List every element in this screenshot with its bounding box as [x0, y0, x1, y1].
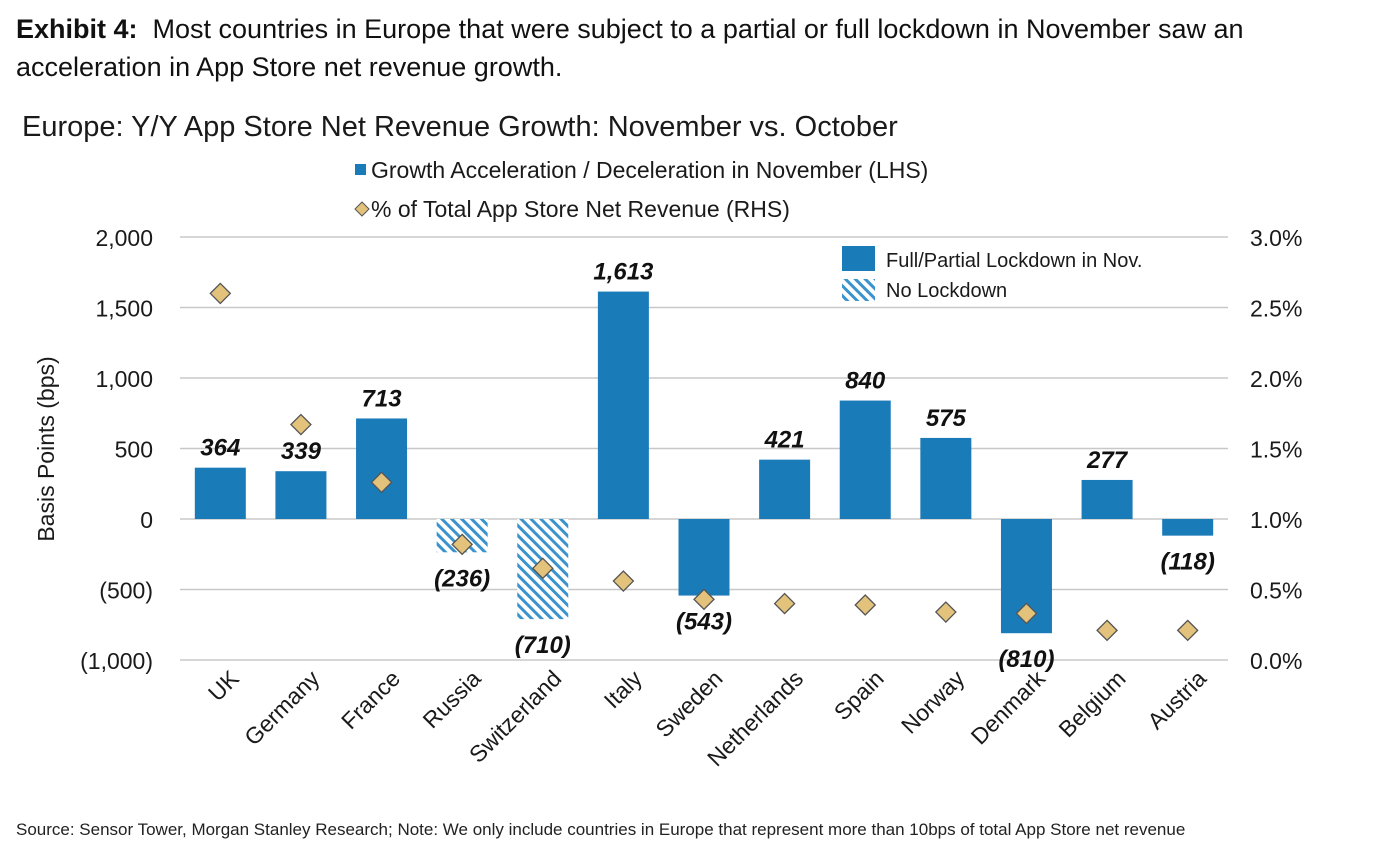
diamond-point: [693, 588, 715, 611]
legend-top-label: % of Total App Store Net Revenue (RHS): [371, 196, 790, 222]
bar: [839, 400, 891, 519]
y2-tick-label: 2.5%: [1250, 296, 1302, 322]
data-label: 421: [764, 427, 805, 454]
y-axis-label: Basis Points (bps): [33, 356, 59, 541]
x-tick-label: Norway: [896, 665, 970, 739]
legend-hatched-swatch: [842, 279, 875, 301]
x-tick-label: Austria: [1142, 665, 1211, 734]
x-tick-label: Denmark: [966, 665, 1051, 750]
x-tick-label: Spain: [829, 665, 889, 725]
diamond-point: [934, 601, 957, 623]
y2-tick-label: 3.0%: [1250, 225, 1302, 251]
y2-tick-label: 2.0%: [1250, 366, 1302, 392]
data-label: (236): [434, 565, 490, 592]
legend-inner-label: Full/Partial Lockdown in Nov.: [886, 250, 1142, 272]
source-note: Source: Sensor Tower, Morgan Stanley Res…: [16, 820, 1186, 839]
y-tick-label: (500): [99, 578, 153, 604]
legend: Growth Acceleration / Deceleration in No…: [354, 157, 1142, 302]
diamond-point: [1176, 619, 1199, 642]
data-label: (710): [515, 632, 571, 659]
x-tick-label: Germany: [239, 665, 325, 751]
data-label: 1,613: [593, 259, 654, 286]
legend-solid-swatch: [842, 246, 875, 271]
bar: [678, 519, 730, 596]
diamond-point: [773, 592, 796, 615]
data-label: (810): [998, 646, 1054, 673]
x-tick-label: Italy: [599, 665, 648, 714]
bar: [759, 459, 811, 519]
exhibit-caption: Exhibit 4: Most countries in Europe that…: [16, 10, 1361, 86]
y-tick-label: 1,000: [95, 366, 153, 392]
x-tick-label: Sweden: [650, 665, 727, 742]
y-tick-label: 0: [140, 507, 153, 533]
y2-tick-label: 1.5%: [1250, 437, 1302, 463]
data-label: 364: [200, 435, 240, 462]
y2-tick-label: 1.0%: [1250, 507, 1302, 533]
legend-diamond-marker: [354, 201, 370, 217]
x-tick-label: Belgium: [1053, 665, 1130, 742]
x-tick-label: Russia: [418, 665, 486, 733]
diamond-series: [209, 282, 1199, 642]
bar: [920, 437, 972, 519]
bar-series: [194, 291, 1214, 634]
chart-title: Europe: Y/Y App Store Net Revenue Growth…: [22, 111, 898, 143]
y-tick-label: (1,000): [80, 648, 153, 674]
data-label: (543): [676, 609, 732, 636]
x-tick-label: UK: [203, 665, 244, 706]
data-label: 575: [926, 405, 967, 432]
bar: [194, 467, 246, 519]
diamond-point: [209, 282, 232, 305]
diamond-point: [290, 413, 312, 436]
bar: [597, 291, 649, 519]
data-label: 713: [362, 385, 403, 412]
bar: [275, 471, 327, 519]
exhibit-label: Exhibit 4:: [16, 14, 138, 44]
x-tick-label: France: [336, 665, 405, 734]
data-label: 277: [1086, 447, 1129, 474]
data-label: (118): [1161, 549, 1215, 576]
diamond-point: [531, 557, 554, 580]
bar: [356, 418, 408, 519]
y-tick-label: 500: [115, 437, 153, 463]
bar: [1162, 519, 1214, 536]
diamond-point: [370, 471, 393, 494]
legend-inner-label: No Lockdown: [886, 280, 1007, 302]
diamond-point: [854, 594, 877, 616]
exhibit-text: Most countries in Europe that were subje…: [16, 14, 1244, 82]
bar: [1081, 479, 1133, 519]
y2-tick-label: 0.5%: [1250, 578, 1302, 604]
y-tick-label: 2,000: [95, 225, 153, 251]
data-label: 840: [845, 368, 886, 395]
diamond-point: [612, 570, 635, 592]
legend-top-label: Growth Acceleration / Deceleration in No…: [371, 157, 928, 183]
y2-tick-label: 0.0%: [1250, 648, 1302, 674]
legend-square-marker: [355, 164, 366, 175]
diamond-point: [1096, 619, 1118, 642]
data-labels: 364 339 713 (236) (710) 1,613 (543) 421 840 575 (8…: [200, 259, 1215, 674]
diamond-point: [451, 533, 474, 556]
data-label: 339: [281, 438, 322, 465]
diamond-point: [1015, 602, 1038, 625]
y-tick-label: 1,500: [95, 296, 153, 322]
